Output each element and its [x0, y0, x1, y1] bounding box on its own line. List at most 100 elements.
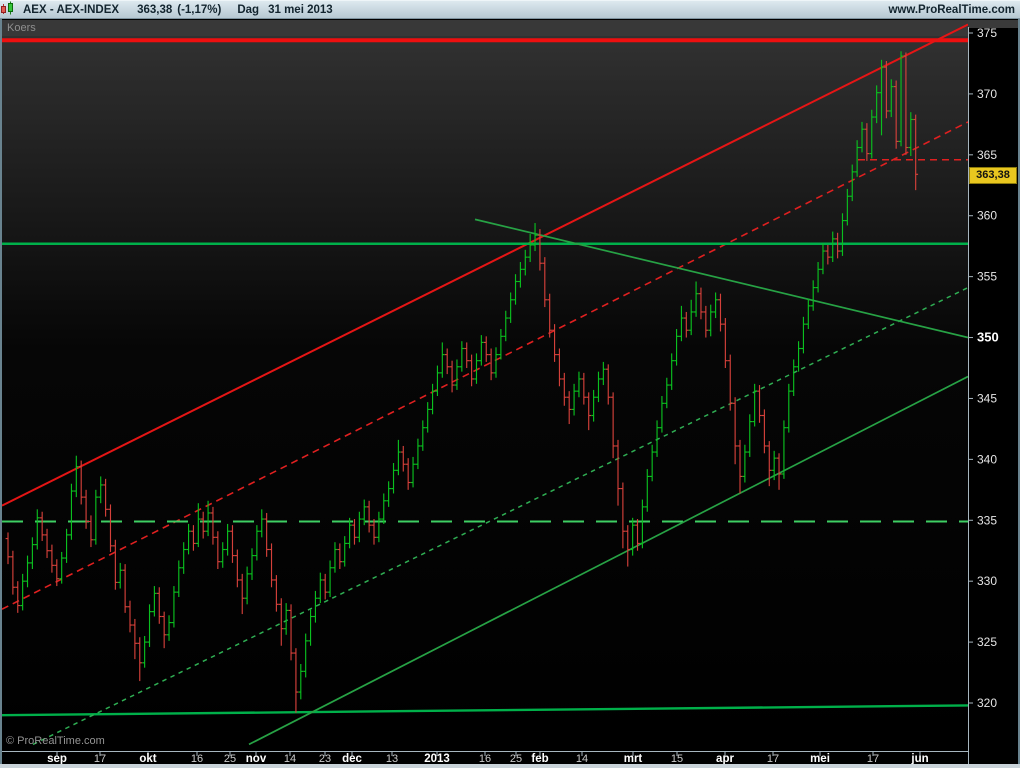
- last-price: 363,38: [137, 3, 173, 16]
- watermark: © ProRealTime.com: [6, 735, 105, 747]
- time-tick-label: 14: [284, 753, 296, 765]
- ohlc-bar: [259, 509, 265, 538]
- ohlc-bar: [762, 409, 767, 454]
- ohlc-bar: [93, 489, 99, 545]
- frame-left: [0, 19, 2, 764]
- ohlc-bar: [708, 304, 714, 337]
- ohlc-bar: [161, 611, 167, 649]
- ohlc-bar: [293, 648, 299, 713]
- ohlc-bar: [410, 456, 416, 488]
- ohlc-bar: [664, 377, 670, 409]
- ohlc-bar: [288, 604, 294, 661]
- ohlc-bar: [532, 223, 538, 252]
- time-axis[interactable]: sep 17 okt 16 25 nov 14 23 dec 13 2013 16 25 feb 14 mrt…: [47, 752, 929, 765]
- ohlc-bar: [371, 519, 377, 545]
- price-tick-label: 365: [977, 148, 997, 162]
- time-tick-label: sep: [47, 753, 67, 765]
- ohlc-bar: [703, 305, 709, 338]
- ohlc-bar: [425, 402, 431, 433]
- ohlc-bar: [254, 525, 260, 561]
- ohlc-bar: [747, 414, 753, 457]
- ohlc-bar: [230, 525, 235, 563]
- ohlc-bar: [810, 280, 816, 311]
- ohlc-bar: [605, 364, 611, 405]
- time-tick-label: 25: [224, 753, 236, 765]
- ohlc-bar: [649, 444, 655, 482]
- ohlc-bar: [435, 365, 440, 397]
- ohlc-bar: [59, 551, 65, 584]
- ohlc-bar: [171, 586, 177, 628]
- ohlc-bar: [654, 420, 660, 457]
- time-tick-label: 16: [479, 753, 491, 765]
- ohlc-bar: [317, 572, 323, 604]
- ohlc-bar: [791, 359, 797, 397]
- ohlc-bar: [347, 517, 352, 549]
- ohlc-bar: [69, 483, 74, 540]
- ohlc-bar: [732, 397, 738, 465]
- ohlc-bar: [308, 609, 313, 646]
- price-axis[interactable]: 375 370 365 360 355 350 345 340 335 330 325 320: [968, 26, 999, 710]
- price-tick-label: 345: [977, 391, 997, 405]
- ohlc-bar: [20, 573, 26, 611]
- ohlc-bar: [474, 353, 479, 384]
- ohlc-bar: [781, 420, 787, 479]
- ohlc-bar: [859, 121, 865, 153]
- ohlc-bar: [191, 525, 196, 551]
- ohlc-series: [5, 51, 919, 713]
- ohlc-bar: [737, 439, 743, 494]
- ohlc-bar: [557, 348, 562, 387]
- ohlc-bar: [722, 318, 728, 368]
- ohlc-bar: [469, 354, 474, 387]
- ohlc-bar: [64, 528, 69, 563]
- ohlc-bar: [610, 392, 616, 459]
- ohlc-bar: [54, 559, 60, 587]
- ohlc-bar: [903, 52, 909, 155]
- ohlc-bar: [25, 555, 30, 588]
- ohlc-bar: [615, 439, 621, 506]
- time-tick-label: 16: [191, 753, 203, 765]
- frame-right: [1018, 19, 1020, 764]
- ohlc-bar: [849, 164, 855, 202]
- ohlc-bar: [522, 249, 528, 276]
- ohlc-bar: [566, 391, 572, 425]
- overlay-upper-channel-trendline[interactable]: [2, 23, 968, 507]
- provider-link[interactable]: www.ProRealTime.com: [888, 3, 1015, 16]
- ohlc-bar: [381, 493, 387, 524]
- change-percent: (-1,17%): [177, 3, 222, 16]
- ohlc-bar: [830, 231, 836, 263]
- ohlc-bar: [796, 341, 801, 372]
- overlay-rising-support-dashed[interactable]: [32, 286, 968, 746]
- ohlc-bar: [825, 244, 831, 265]
- ohlc-bar: [713, 292, 718, 319]
- price-tick-label: 325: [977, 635, 997, 649]
- ohlc-bar: [879, 59, 884, 136]
- last-price-tag: 363,38: [969, 167, 1017, 184]
- time-tick-label: nov: [246, 753, 267, 765]
- ohlc-bar: [137, 637, 143, 682]
- time-tick-label: 14: [576, 753, 588, 765]
- ohlc-bar: [776, 453, 782, 490]
- ohlc-bar: [483, 336, 489, 362]
- ohlc-bar: [898, 51, 904, 147]
- overlay-declining-resistance[interactable]: [474, 218, 968, 339]
- panel-label: Koers: [7, 22, 36, 34]
- overlay-support-320[interactable]: [2, 704, 968, 717]
- price-tick-label: 360: [977, 209, 997, 223]
- time-tick-label: 13: [386, 753, 398, 765]
- ohlc-bar: [503, 310, 509, 342]
- ohlc-bar: [908, 112, 914, 157]
- ohlc-bar: [805, 298, 811, 330]
- ohlc-bar: [147, 604, 152, 647]
- price-tick-label: 370: [977, 87, 997, 101]
- ohlc-bar: [44, 528, 50, 559]
- time-tick-label: jun: [910, 753, 928, 765]
- overlay-rising-support[interactable]: [248, 375, 968, 746]
- ohlc-bar: [278, 598, 284, 646]
- ohlc-bar: [342, 536, 348, 567]
- title-bar[interactable]: AEX - AEX-INDEX 363,38 (-1,17%) Dag 31 m…: [0, 0, 1020, 19]
- ohlc-bar: [156, 587, 162, 624]
- ohlc-bar: [464, 342, 470, 368]
- overlay-channel-parallel-dashed[interactable]: [2, 121, 968, 610]
- ohlc-bar: [195, 503, 201, 548]
